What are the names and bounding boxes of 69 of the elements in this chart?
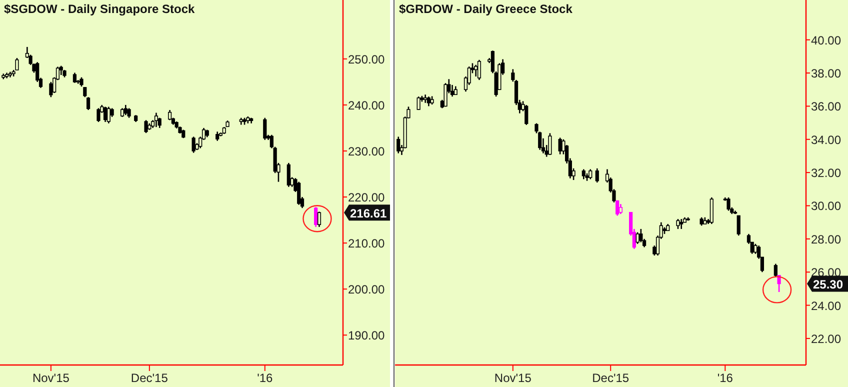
candlestick [444, 82, 448, 108]
y-tick-label: 200.00 [348, 282, 386, 297]
y-tick-label: 220.00 [348, 190, 386, 204]
candlestick [127, 108, 131, 118]
candlestick [736, 215, 740, 236]
candlestick [106, 106, 110, 124]
candlestick [595, 168, 599, 184]
candlestick [680, 218, 684, 230]
candlestick [96, 108, 100, 123]
y-tick-label: 32.00 [811, 166, 842, 180]
x-tick-label: Nov'15 [494, 371, 532, 385]
x-tick-label: Dec'15 [130, 371, 168, 385]
candlestick [158, 117, 162, 129]
candlestick [72, 72, 77, 84]
candlestick [154, 112, 158, 128]
y-tick-label: 22.00 [811, 332, 842, 346]
candlestick [524, 104, 528, 126]
candlestick [582, 168, 586, 180]
y-tick-label: 40.00 [811, 33, 842, 48]
y-tick-label: 38.00 [811, 66, 842, 80]
candlestick [616, 200, 620, 216]
candlestick [317, 211, 322, 228]
candlestick [286, 162, 290, 188]
y-tick-label: 230.00 [348, 144, 386, 158]
x-tick-label: '16 [257, 371, 274, 385]
y-tick-label: 24.00 [811, 298, 842, 313]
chart-title: $SGDOW - Daily Singapore Stock [4, 2, 196, 16]
text: 25.30 [813, 278, 844, 292]
candlestick [297, 181, 301, 206]
y-tick-label: 240.00 [348, 98, 386, 112]
x-tick-label: Nov'15 [32, 371, 70, 385]
candlestick [80, 76, 84, 88]
candlestick [144, 119, 148, 134]
candlestick [314, 206, 318, 228]
text: 216.61 [350, 206, 388, 221]
candlestick [416, 96, 420, 111]
candlestick [774, 263, 778, 278]
candlestick [726, 196, 730, 212]
y-tick-label: 34.00 [811, 132, 842, 147]
y-tick-label: 210.00 [348, 236, 386, 251]
candlestick [588, 168, 592, 180]
candlestick [710, 196, 714, 225]
y-tick-label: 30.00 [811, 199, 842, 214]
candlestick [270, 134, 274, 149]
candlestick [396, 136, 400, 154]
candlestick [477, 59, 482, 81]
candlestick [192, 136, 196, 154]
candlestick [49, 81, 53, 98]
candlestick [103, 106, 108, 123]
x-tick-label: Dec'15 [592, 371, 630, 385]
candlestick [216, 130, 220, 142]
candlestick [86, 96, 90, 111]
y-tick-label: 36.00 [811, 100, 842, 114]
y-tick-label: 250.00 [348, 52, 386, 66]
candlestick [263, 117, 267, 141]
candlestick [124, 104, 128, 116]
x-tick-label: '16 [717, 371, 734, 385]
candlestick [676, 218, 680, 230]
candlestick [618, 203, 623, 215]
candlestick [777, 274, 781, 293]
candlestick [426, 96, 430, 107]
candlestick [168, 109, 172, 121]
chart-title: $GRDOW - Daily Greece Stock [399, 2, 573, 16]
candlestick [548, 132, 552, 156]
candlestick [474, 64, 478, 78]
y-tick-label: 28.00 [811, 232, 842, 246]
candlestick [639, 228, 643, 243]
y-tick-label: 190.00 [348, 328, 386, 343]
candlestick [59, 65, 63, 76]
